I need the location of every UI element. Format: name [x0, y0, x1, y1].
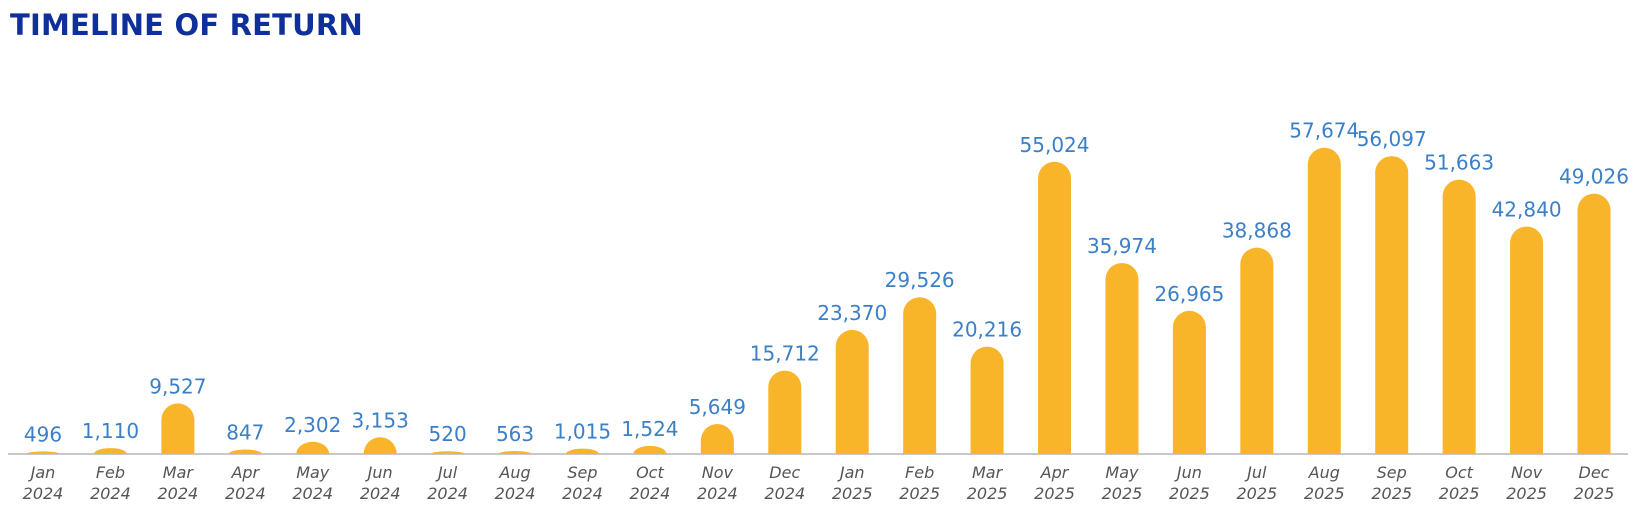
chart-title: TIMELINE OF RETURN: [10, 8, 363, 42]
data-label: 9,527: [149, 374, 206, 398]
data-label: 57,674: [1289, 119, 1359, 143]
data-label: 26,965: [1154, 282, 1224, 306]
data-label: 35,974: [1087, 234, 1157, 258]
tick-label: Oct 2024: [630, 463, 671, 503]
data-label: 5,649: [689, 395, 746, 419]
data-label: 1,524: [621, 417, 678, 441]
bar: [835, 329, 869, 454]
data-label: 42,840: [1492, 198, 1562, 222]
tick-label: Dec 2024: [764, 463, 805, 503]
bar: [970, 346, 1004, 454]
data-label: 496: [24, 422, 62, 446]
tick-label: Sep 2025: [1371, 463, 1412, 503]
data-label: 520: [429, 422, 467, 446]
bar: [1038, 161, 1072, 454]
bar: [768, 370, 802, 454]
bar: [228, 449, 262, 454]
data-label: 38,868: [1222, 219, 1292, 243]
bar: [565, 448, 599, 454]
bar: [633, 445, 667, 454]
tick-label: Jun 2025: [1169, 463, 1210, 503]
data-label: 847: [226, 421, 264, 445]
data-label: 15,712: [750, 342, 820, 366]
data-label: 20,216: [952, 318, 1022, 342]
tick-label: Jul 2025: [1236, 463, 1277, 503]
tick-label: Mar 2025: [967, 463, 1008, 503]
bar: [498, 451, 532, 454]
tick-label: Dec 2025: [1574, 463, 1615, 503]
bar: [1577, 193, 1611, 454]
data-label: 49,026: [1559, 165, 1629, 189]
data-label: 1,015: [554, 420, 611, 444]
tick-label: Aug 2025: [1304, 463, 1345, 503]
data-label: 563: [496, 422, 534, 446]
bar: [1375, 156, 1409, 454]
tick-label: Jan 2024: [23, 463, 64, 503]
tick-label: Nov 2024: [697, 463, 738, 503]
tick-label: Nov 2025: [1506, 463, 1547, 503]
bar: [700, 424, 734, 454]
data-label: 55,024: [1020, 133, 1090, 157]
bar: [26, 451, 60, 454]
tick-label: Jun 2024: [360, 463, 401, 503]
data-label: 51,663: [1424, 151, 1494, 175]
bar: [1307, 147, 1341, 454]
bar: [431, 451, 465, 455]
data-label: 3,153: [352, 408, 409, 432]
tick-label: Jul 2024: [427, 463, 468, 503]
tick-label: Aug 2024: [495, 463, 536, 503]
bar: [1240, 247, 1274, 454]
bar: [363, 437, 397, 454]
bar: [1172, 310, 1206, 454]
tick-label: Apr 2024: [225, 463, 266, 503]
data-label: 2,302: [284, 413, 341, 437]
tick-label: Oct 2025: [1439, 463, 1480, 503]
data-label: 56,097: [1357, 127, 1427, 151]
bar: [903, 297, 937, 454]
data-label: 29,526: [885, 268, 955, 292]
tick-label: Feb 2024: [90, 463, 131, 503]
bar: [1510, 226, 1544, 454]
tick-label: Mar 2024: [158, 463, 199, 503]
bar: [93, 448, 127, 454]
bar: [296, 441, 330, 454]
tick-label: Jan 2025: [832, 463, 873, 503]
bar: [161, 403, 195, 454]
data-label: 23,370: [817, 301, 887, 325]
tick-label: May 2025: [1102, 463, 1143, 503]
bar: [1442, 179, 1476, 454]
tick-label: Sep 2024: [562, 463, 603, 503]
tick-label: Feb 2025: [899, 463, 940, 503]
tick-label: Apr 2025: [1034, 463, 1075, 503]
bar: [1105, 262, 1139, 454]
data-label: 1,110: [82, 419, 139, 443]
tick-label: May 2024: [292, 463, 333, 503]
